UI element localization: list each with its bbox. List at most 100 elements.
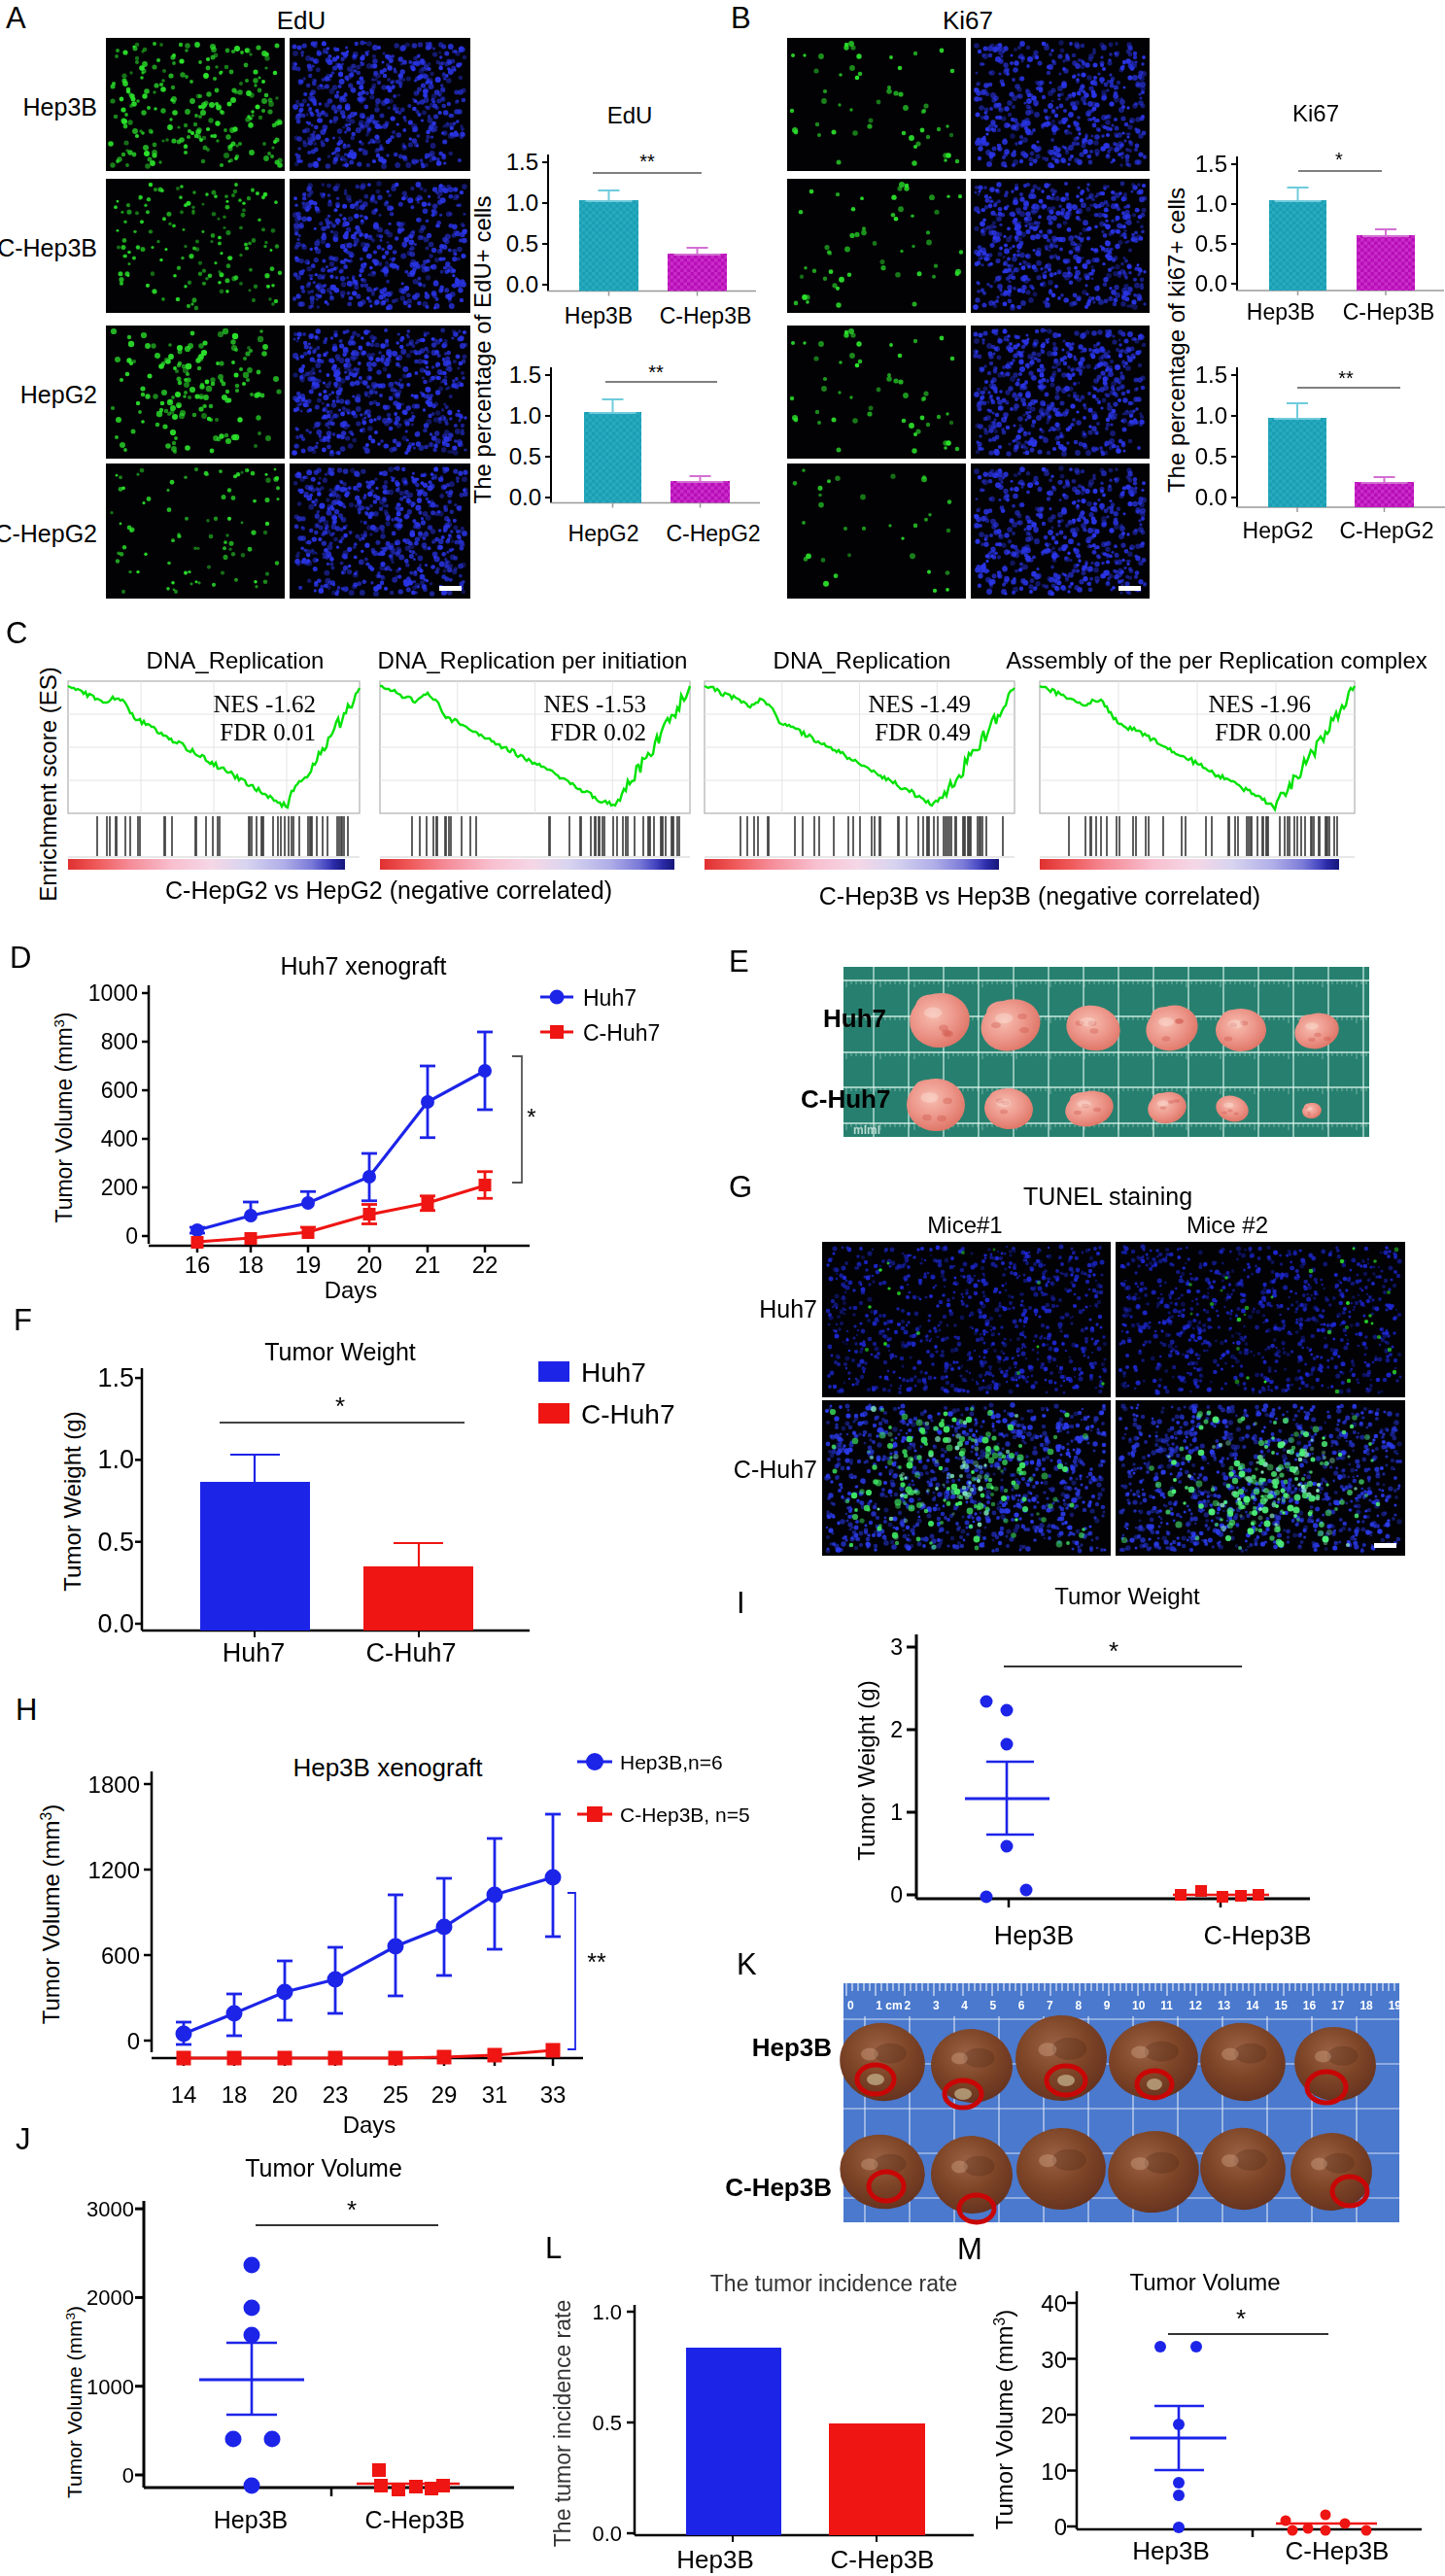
svg-text:9: 9 — [1104, 1999, 1111, 2012]
svg-text:Tumor Weight: Tumor Weight — [264, 1338, 416, 1365]
svg-text:0: 0 — [122, 2463, 134, 2488]
svg-text:C-Hep3B vs Hep3B (negative cor: C-Hep3B vs Hep3B (negative correlated) — [819, 882, 1260, 910]
svg-text:HepG2: HepG2 — [568, 521, 639, 546]
svg-text:40: 40 — [1041, 2290, 1067, 2317]
svg-text:Tumor Weight (g): Tumor Weight (g) — [59, 1411, 86, 1591]
svg-text:18: 18 — [238, 1252, 264, 1278]
svg-text:0.5: 0.5 — [1195, 443, 1227, 469]
svg-text:13: 13 — [1218, 1999, 1231, 2012]
svg-text:K: K — [737, 1947, 757, 1981]
svg-text:1000: 1000 — [88, 980, 138, 1006]
svg-text:C: C — [6, 616, 27, 650]
svg-text:Huh7 xenograft: Huh7 xenograft — [281, 952, 447, 979]
svg-text:C-Hep3B: C-Hep3B — [365, 2506, 465, 2533]
svg-text:C-HepG2: C-HepG2 — [0, 520, 97, 547]
svg-text:C-Huh7: C-Huh7 — [581, 1399, 674, 1429]
svg-text:0.0: 0.0 — [506, 271, 538, 297]
svg-text:The tumor incidence rate: The tumor incidence rate — [710, 2271, 957, 2296]
svg-text:mlml: mlml — [853, 1123, 880, 1137]
svg-text:Hep3B: Hep3B — [752, 2033, 832, 2062]
svg-text:C-Hep3B: C-Hep3B — [1286, 2536, 1390, 2565]
svg-text:TUNEL staining: TUNEL staining — [1023, 1183, 1192, 1210]
svg-text:Tumor Volume (mm3): Tumor Volume (mm3) — [38, 1804, 65, 2025]
svg-text:NES -1.53: NES -1.53 — [543, 691, 646, 717]
svg-text:FDR 0.49: FDR 0.49 — [875, 719, 971, 745]
svg-text:Tumor Weight: Tumor Weight — [1054, 1583, 1200, 1609]
svg-text:Tumor Weight (g): Tumor Weight (g) — [853, 1680, 879, 1860]
svg-text:HepG2: HepG2 — [1243, 518, 1314, 543]
svg-text:Huh7: Huh7 — [823, 1004, 886, 1033]
svg-text:0.0: 0.0 — [592, 2522, 622, 2546]
svg-text:2: 2 — [905, 1999, 912, 2012]
svg-text:0: 0 — [127, 2028, 140, 2054]
svg-text:Assembly of the per Replicatio: Assembly of the per Replication complex — [1006, 647, 1428, 673]
svg-text:16: 16 — [1303, 1999, 1317, 2012]
svg-text:B: B — [731, 1, 751, 35]
svg-text:19: 19 — [295, 1252, 322, 1278]
svg-text:*: * — [1236, 2304, 1246, 2333]
svg-text:Tumor Volume (mm3): Tumor Volume (mm3) — [991, 2310, 1018, 2530]
svg-text:C-Huh7: C-Huh7 — [734, 1456, 817, 1483]
svg-text:0: 0 — [125, 1223, 138, 1249]
svg-text:Hep3B: Hep3B — [23, 93, 97, 120]
svg-text:0: 0 — [847, 1999, 854, 2012]
svg-text:C-HepG2: C-HepG2 — [666, 521, 760, 546]
svg-text:1800: 1800 — [88, 1771, 140, 1798]
svg-text:23: 23 — [323, 2081, 349, 2108]
svg-text:20: 20 — [357, 1252, 383, 1278]
svg-text:D: D — [10, 941, 31, 975]
svg-text:0.0: 0.0 — [1195, 270, 1227, 296]
svg-text:Tumor Volume (mm3): Tumor Volume (mm3) — [51, 1012, 78, 1222]
svg-text:0.5: 0.5 — [509, 443, 541, 469]
svg-text:1.5: 1.5 — [1195, 361, 1227, 388]
svg-text:*: * — [347, 2195, 357, 2224]
svg-text:Hep3B: Hep3B — [676, 2545, 754, 2574]
svg-text:**: ** — [648, 361, 664, 383]
svg-text:1.0: 1.0 — [506, 189, 538, 216]
svg-text:30: 30 — [1041, 2347, 1067, 2373]
svg-text:20: 20 — [1041, 2402, 1067, 2428]
svg-text:14: 14 — [1246, 1999, 1259, 2012]
svg-text:0: 0 — [890, 1882, 903, 1907]
svg-text:3: 3 — [933, 1999, 940, 2012]
svg-text:0.5: 0.5 — [506, 230, 538, 257]
svg-text:20: 20 — [272, 2081, 298, 2108]
svg-text:M: M — [957, 2232, 982, 2266]
svg-text:25: 25 — [383, 2081, 409, 2108]
svg-text:*: * — [527, 1104, 535, 1130]
svg-text:33: 33 — [540, 2081, 567, 2108]
svg-text:0.5: 0.5 — [97, 1528, 134, 1557]
svg-text:1200: 1200 — [88, 1857, 140, 1883]
svg-text:Tumor Volume (mm3): Tumor Volume (mm3) — [63, 2306, 86, 2498]
svg-text:C-Hep3B: C-Hep3B — [1203, 1921, 1311, 1950]
svg-text:3000: 3000 — [86, 2197, 134, 2221]
svg-text:F: F — [14, 1303, 32, 1337]
svg-text:1.5: 1.5 — [1195, 151, 1227, 177]
svg-text:200: 200 — [101, 1175, 138, 1200]
svg-text:The percentage of EdU+ cells: The percentage of EdU+ cells — [469, 196, 496, 504]
svg-text:8: 8 — [1075, 1999, 1082, 2012]
svg-text:16: 16 — [185, 1252, 211, 1278]
svg-text:0.5: 0.5 — [592, 2411, 622, 2435]
svg-text:1000: 1000 — [86, 2375, 134, 2399]
svg-text:800: 800 — [101, 1029, 138, 1054]
svg-text:10: 10 — [1041, 2458, 1067, 2485]
svg-text:Mice#1: Mice#1 — [927, 1212, 1002, 1238]
svg-text:C-Hep3B: C-Hep3B — [1343, 299, 1435, 325]
svg-text:0: 0 — [1054, 2514, 1067, 2540]
svg-text:Hep3B xenograft: Hep3B xenograft — [292, 1753, 483, 1782]
svg-text:**: ** — [1338, 367, 1354, 389]
svg-text:DNA_Replication: DNA_Replication — [774, 647, 951, 673]
svg-text:HepG2: HepG2 — [20, 381, 97, 408]
svg-text:*: * — [335, 1391, 345, 1421]
svg-text:C-Hep3B, n=5: C-Hep3B, n=5 — [620, 1803, 750, 1826]
svg-text:0.0: 0.0 — [509, 484, 541, 510]
svg-text:Huh7: Huh7 — [759, 1295, 817, 1322]
svg-text:C-Hep3B: C-Hep3B — [660, 303, 752, 328]
svg-text:FDR 0.00: FDR 0.00 — [1215, 719, 1311, 745]
svg-text:22: 22 — [472, 1252, 499, 1278]
svg-text:G: G — [729, 1170, 752, 1204]
svg-text:I: I — [737, 1586, 745, 1620]
svg-text:The percentage of ki67+ cells: The percentage of ki67+ cells — [1163, 188, 1189, 493]
svg-text:Hep3B: Hep3B — [214, 2506, 288, 2533]
